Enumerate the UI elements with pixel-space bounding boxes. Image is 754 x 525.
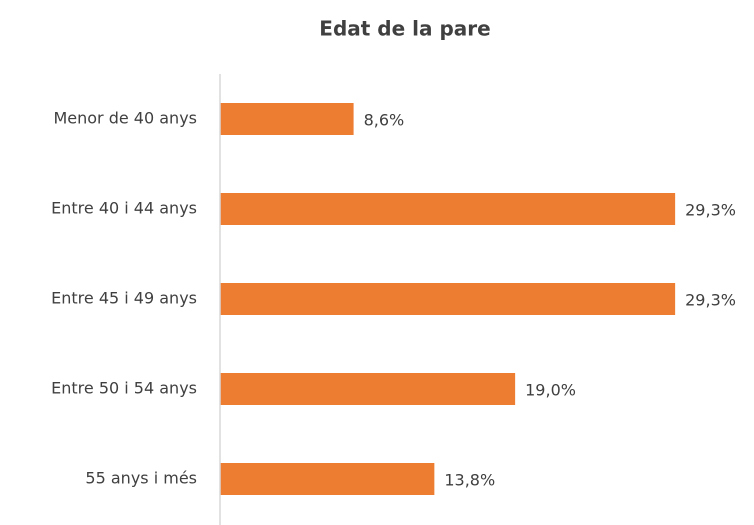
data-label: 8,6% xyxy=(364,111,405,130)
bar xyxy=(220,103,354,135)
data-label: 19,0% xyxy=(525,381,576,400)
y-tick-label: Menor de 40 anys xyxy=(53,109,197,128)
chart-title: Edat de la pare xyxy=(319,17,490,41)
data-label: 13,8% xyxy=(444,471,495,490)
bar xyxy=(220,463,435,495)
bar xyxy=(220,283,676,315)
y-tick-label: Entre 40 i 44 anys xyxy=(51,199,197,218)
y-tick-label: 55 anys i més xyxy=(85,469,197,488)
y-tick-label: Entre 50 i 54 anys xyxy=(51,379,197,398)
bar xyxy=(220,373,516,405)
data-label: 29,3% xyxy=(685,291,736,310)
y-tick-label: Entre 45 i 49 anys xyxy=(51,289,197,308)
data-label: 29,3% xyxy=(685,201,736,220)
bar xyxy=(220,193,676,225)
